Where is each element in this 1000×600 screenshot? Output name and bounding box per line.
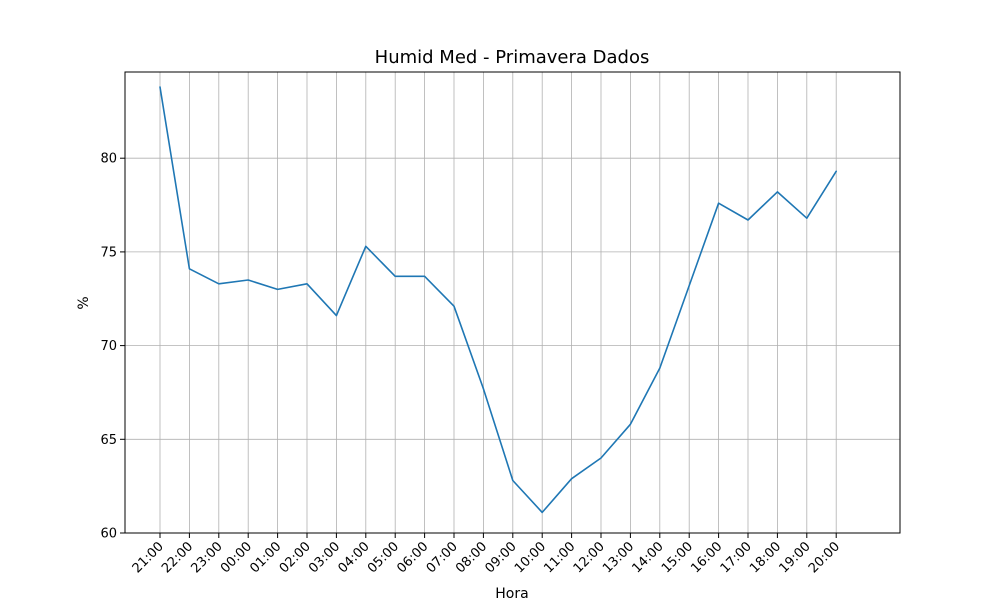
y-tick-label: 65 xyxy=(100,433,117,448)
x-tick-label: 07:00 xyxy=(424,539,461,576)
y-tick-label: 80 xyxy=(100,152,117,167)
x-tick-label: 22:00 xyxy=(159,539,196,576)
x-tick-label: 01:00 xyxy=(247,539,284,576)
x-tick-label: 15:00 xyxy=(659,539,696,576)
x-tick-label: 23:00 xyxy=(189,539,226,576)
x-tick-label: 16:00 xyxy=(688,539,725,576)
x-tick-label: 03:00 xyxy=(306,539,343,576)
x-tick-label: 11:00 xyxy=(541,539,578,576)
y-axis-label: % xyxy=(76,296,92,309)
chart-title: Humid Med - Primavera Dados xyxy=(375,47,650,68)
x-tick-label: 06:00 xyxy=(394,539,431,576)
x-tick-label: 17:00 xyxy=(718,539,755,576)
y-tick-label: 75 xyxy=(100,245,117,260)
x-axis-label: Hora xyxy=(495,586,528,600)
x-tick-label: 13:00 xyxy=(600,539,637,576)
x-tick-label: 10:00 xyxy=(512,539,549,576)
y-tick-label: 70 xyxy=(100,339,117,354)
axis-ticks: 21:0022:0023:0000:0001:0002:0003:0004:00… xyxy=(100,152,843,577)
x-tick-label: 02:00 xyxy=(277,539,314,576)
series-layer xyxy=(159,86,838,514)
x-tick-label: 12:00 xyxy=(571,539,608,576)
grid xyxy=(125,72,900,534)
x-tick-label: 14:00 xyxy=(630,539,667,576)
series-line xyxy=(159,86,838,514)
x-tick-label: 05:00 xyxy=(365,539,402,576)
x-tick-label: 19:00 xyxy=(777,539,814,576)
x-tick-label: 20:00 xyxy=(806,539,843,576)
y-tick-label: 60 xyxy=(100,527,117,542)
x-tick-label: 04:00 xyxy=(336,539,373,576)
x-tick-label: 09:00 xyxy=(483,539,520,576)
x-tick-label: 08:00 xyxy=(453,539,490,576)
x-tick-label: 18:00 xyxy=(747,539,784,576)
x-tick-label: 00:00 xyxy=(218,539,255,576)
x-tick-label: 21:00 xyxy=(130,539,167,576)
